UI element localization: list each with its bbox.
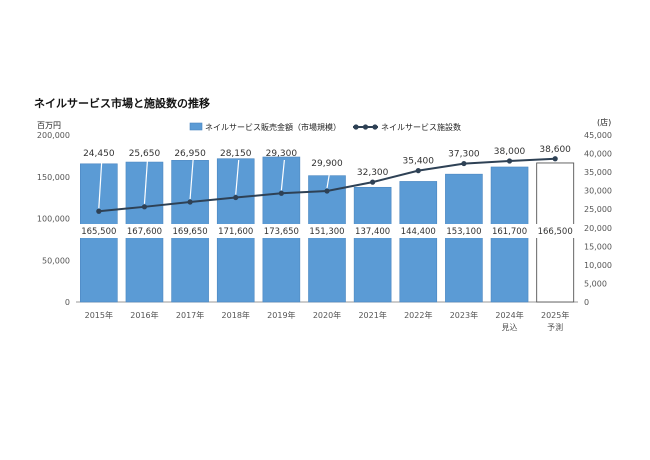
line-marker — [278, 190, 284, 196]
y-right-tick-label: 35,000 — [584, 168, 612, 177]
line-value-label: 29,300 — [266, 149, 298, 159]
bar-value-label: 137,400 — [355, 227, 390, 237]
line-marker — [461, 160, 467, 167]
line-marker — [552, 156, 558, 162]
chart-title: ネイルサービス市場と施設数の推移 — [34, 97, 210, 110]
bar-value-label: 169,650 — [173, 227, 208, 237]
legend-line-marker — [353, 124, 359, 130]
bar-value-label: 173,650 — [264, 227, 299, 237]
line-value-label: 24,450 — [83, 149, 115, 159]
bar-value-label: 165,500 — [81, 227, 116, 237]
y-right-tick-label: 45,000 — [584, 131, 612, 140]
y-right-tick-label: 10,000 — [584, 261, 612, 270]
bar-value-label: 153,100 — [446, 227, 481, 237]
bar-value-label: 166,500 — [538, 227, 573, 237]
bar — [308, 175, 346, 303]
y-left-tick-label: 150,000 — [37, 173, 70, 182]
bar — [353, 186, 392, 303]
bar-value-label: 144,400 — [401, 227, 436, 237]
legend-line-label: ネイルサービス施設数 — [381, 122, 461, 132]
line-label-leader — [235, 159, 240, 195]
line-label-leader — [326, 169, 331, 189]
line-label-leader — [143, 159, 149, 204]
bar-value-label: 151,300 — [309, 227, 344, 237]
y-right-tick-label: 20,000 — [584, 224, 612, 233]
line-value-label: 25,650 — [129, 149, 161, 159]
y-right-tick-label: 15,000 — [584, 242, 612, 251]
y-left-tick-label: 100,000 — [37, 215, 70, 224]
bar-value-label: 171,600 — [218, 227, 253, 237]
bar — [445, 173, 483, 303]
line-label-leader — [98, 159, 103, 209]
x-tick-label: 2015年 — [85, 310, 113, 320]
x-tick-sublabel: 見込 — [502, 323, 518, 332]
bar — [399, 181, 438, 303]
x-tick-label: 2023年 — [450, 310, 478, 320]
y-right-unit-label: (店) — [597, 117, 611, 127]
line-marker — [141, 204, 148, 210]
x-tick-label: 2024年 — [495, 310, 523, 320]
line-marker — [187, 199, 193, 205]
line-value-label: 37,300 — [448, 150, 480, 160]
line-marker — [415, 168, 421, 174]
line-marker — [506, 158, 513, 164]
y-left-tick-label: 50,000 — [42, 256, 70, 265]
x-tick-label: 2020年 — [313, 310, 341, 320]
y-right-tick-label: 30,000 — [584, 187, 612, 196]
line-series — [96, 156, 558, 214]
legend-line-marker — [372, 124, 378, 130]
line-value-labels: 24,450 25,650 26,950 28,150 29,300 29,900 32,3… — [83, 145, 571, 209]
bar-value-label: 167,600 — [127, 227, 162, 237]
line-value-label: 38,000 — [494, 147, 526, 157]
x-tick-label: 2025年 — [541, 310, 569, 320]
bar-label-band — [76, 224, 578, 238]
line-value-label: 28,150 — [220, 149, 252, 159]
x-tick-label: 2016年 — [130, 310, 158, 320]
legend: ネイルサービス販売金額（市場規模） ネイルサービス施設数 — [189, 122, 461, 132]
line-value-label: 29,900 — [311, 159, 343, 169]
legend-bar-swatch — [189, 122, 203, 131]
legend-bar-label: ネイルサービス販売金額（市場規模） — [205, 122, 341, 132]
y-left-tick-label: 200,000 — [37, 131, 70, 140]
y-right-tick-label: 5,000 — [584, 279, 607, 288]
y-left-tick-label: 0 — [65, 298, 70, 307]
line-value-label: 26,950 — [174, 149, 206, 159]
line-label-leader — [280, 159, 285, 191]
x-tick-label: 2022年 — [404, 310, 432, 320]
line-marker — [370, 179, 376, 185]
x-tick-label: 2021年 — [358, 310, 386, 320]
line-marker — [96, 208, 102, 214]
y-left-unit-label: 百万円 — [37, 121, 61, 130]
x-tick-label: 2018年 — [222, 310, 250, 320]
x-tick-label: 2019年 — [267, 310, 295, 320]
y-right-tick-label: 25,000 — [584, 205, 612, 214]
line-value-label: 35,400 — [403, 157, 435, 167]
bar-value-label: 161,700 — [492, 227, 527, 237]
x-tick-sublabel: 予測 — [547, 322, 563, 332]
line-value-label: 38,600 — [539, 145, 571, 155]
x-tick-label: 2017年 — [176, 310, 204, 320]
line-marker — [324, 188, 330, 194]
bar-value-labels: 165,500 167,600 169,650 171,600 173,650 151,3… — [76, 224, 578, 238]
legend-line-marker — [362, 124, 369, 130]
y-right-tick-label: 40,000 — [584, 150, 612, 159]
line-value-label: 32,300 — [357, 168, 389, 178]
y-right-tick-label: 0 — [584, 298, 589, 307]
line-marker — [233, 194, 239, 201]
line-label-leader — [189, 159, 194, 200]
